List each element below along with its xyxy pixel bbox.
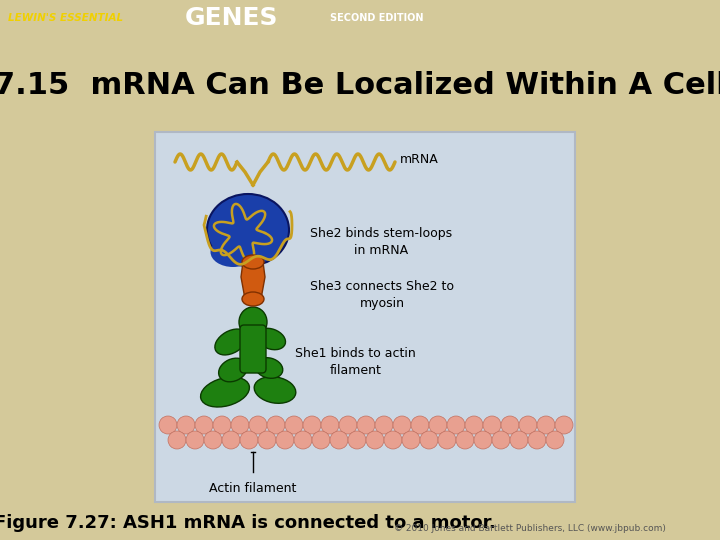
Circle shape — [375, 416, 393, 434]
Circle shape — [546, 431, 564, 449]
Circle shape — [258, 431, 276, 449]
Circle shape — [222, 431, 240, 449]
Circle shape — [267, 416, 285, 434]
Circle shape — [519, 416, 537, 434]
Circle shape — [195, 416, 213, 434]
Text: © 2010 Jones and Bartlett Publishers, LLC (www.jbpub.com): © 2010 Jones and Bartlett Publishers, LL… — [394, 524, 666, 533]
Text: SECOND EDITION: SECOND EDITION — [330, 13, 423, 23]
Ellipse shape — [210, 237, 256, 267]
Text: She1 binds to actin
filament: She1 binds to actin filament — [295, 347, 415, 377]
Circle shape — [213, 416, 231, 434]
Circle shape — [474, 431, 492, 449]
Circle shape — [168, 431, 186, 449]
Circle shape — [276, 431, 294, 449]
Ellipse shape — [242, 292, 264, 306]
Circle shape — [555, 416, 573, 434]
Circle shape — [438, 431, 456, 449]
Text: 7.15  mRNA Can Be Localized Within A Cell: 7.15 mRNA Can Be Localized Within A Cell — [0, 71, 720, 99]
Circle shape — [411, 416, 429, 434]
Text: Actin filament: Actin filament — [210, 482, 297, 495]
Circle shape — [294, 431, 312, 449]
FancyBboxPatch shape — [240, 325, 266, 373]
Text: Figure 7.27: ASH1 mRNA is connected to a motor.: Figure 7.27: ASH1 mRNA is connected to a… — [0, 514, 496, 532]
Ellipse shape — [219, 358, 248, 382]
Circle shape — [303, 416, 321, 434]
Circle shape — [321, 416, 339, 434]
Circle shape — [312, 431, 330, 449]
Text: She3 connects She2 to
myosin: She3 connects She2 to myosin — [310, 280, 454, 310]
Circle shape — [537, 416, 555, 434]
Circle shape — [204, 431, 222, 449]
Ellipse shape — [242, 255, 264, 269]
Circle shape — [456, 431, 474, 449]
Circle shape — [492, 431, 510, 449]
Text: mRNA: mRNA — [400, 152, 438, 165]
Circle shape — [159, 416, 177, 434]
Circle shape — [393, 416, 411, 434]
Ellipse shape — [201, 377, 249, 407]
Ellipse shape — [207, 194, 289, 266]
Text: LEWIN'S ESSENTIAL: LEWIN'S ESSENTIAL — [8, 13, 123, 23]
FancyBboxPatch shape — [155, 132, 575, 502]
Circle shape — [348, 431, 366, 449]
Ellipse shape — [256, 328, 286, 350]
Circle shape — [501, 416, 519, 434]
Text: GENES: GENES — [185, 6, 279, 30]
Circle shape — [285, 416, 303, 434]
Circle shape — [429, 416, 447, 434]
Ellipse shape — [255, 357, 283, 379]
Circle shape — [330, 431, 348, 449]
Circle shape — [231, 416, 249, 434]
Circle shape — [177, 416, 195, 434]
Circle shape — [357, 416, 375, 434]
Ellipse shape — [215, 329, 247, 355]
Circle shape — [420, 431, 438, 449]
Circle shape — [366, 431, 384, 449]
Circle shape — [402, 431, 420, 449]
Ellipse shape — [254, 377, 296, 403]
Circle shape — [510, 431, 528, 449]
Polygon shape — [241, 262, 265, 299]
Circle shape — [447, 416, 465, 434]
Circle shape — [384, 431, 402, 449]
Circle shape — [186, 431, 204, 449]
Circle shape — [339, 416, 357, 434]
Text: She2 binds stem-loops
in mRNA: She2 binds stem-loops in mRNA — [310, 227, 452, 257]
Circle shape — [528, 431, 546, 449]
Ellipse shape — [239, 307, 267, 337]
Circle shape — [483, 416, 501, 434]
Circle shape — [240, 431, 258, 449]
Circle shape — [465, 416, 483, 434]
Circle shape — [249, 416, 267, 434]
